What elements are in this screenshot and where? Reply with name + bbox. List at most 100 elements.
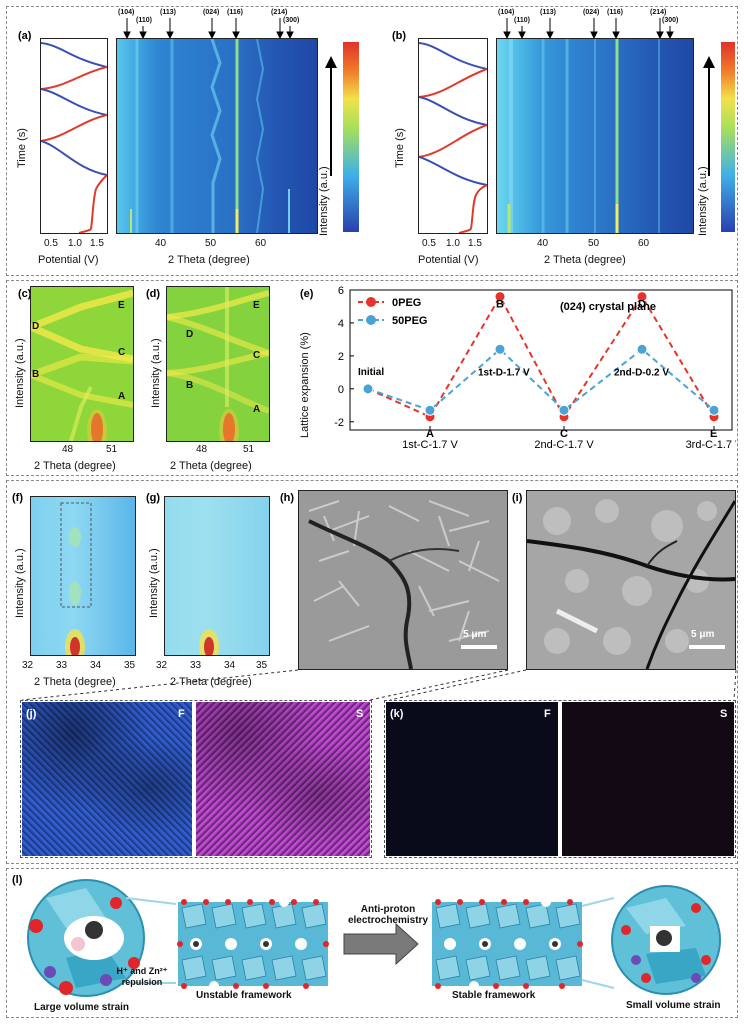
xrd-zoom-f [30,496,136,665]
eds-map-j-f [22,702,192,856]
x-tick-label: 2nd-C-1.7 V [534,439,594,451]
eds-frame-j [20,700,372,858]
xrd-zoom-g [164,496,270,665]
y-tick-label: 0 [338,384,344,396]
eds-map-j-s-shade [196,702,370,856]
peak-a-110: (110) [136,17,152,24]
twotheta-tick-f-35: 35 [124,660,136,671]
eds-map-j-f-shade [22,702,192,856]
twotheta-tick-f-32: 32 [22,660,34,671]
time-label-b: Time (s) [394,128,406,168]
eds-label-k-f: F [544,708,551,720]
scale-bar-i: 5 μm [691,629,715,640]
peak-a-113: (113) [160,9,176,16]
xrd-heatmap-a [116,38,318,234]
y-tick-label: 6 [338,285,344,297]
marker-c-C: C [118,347,126,358]
peak-a-024: (024) [203,9,220,16]
large-strain-circle [27,879,145,997]
sem-texture-h [299,491,507,669]
xrd-zoom-c [29,286,134,453]
peak-b-300: (300) [662,17,679,24]
peak-b-104: (104) [498,9,515,16]
panel-label-k: (k) [390,708,404,720]
small-strain-circle [611,885,721,995]
x-tick-label: 1st-C-1.7 V [402,439,458,451]
panel-label-e: (e) [300,288,314,300]
potential-curves-a [40,42,108,234]
colorbar-b [721,42,735,232]
legend-marker [366,315,376,325]
marker-c-D: D [32,321,40,332]
series-line-50PEG [367,347,715,412]
peak-b-113: (113) [540,9,556,16]
data-point [494,343,506,355]
peak-b-024: (024) [583,9,600,16]
twotheta-tick-d-48: 48 [196,444,208,455]
eds-map-j-s [196,702,370,856]
scheme-small-label: Small volume strain [626,1000,721,1011]
xrd-heatmap-lines-a [130,38,290,234]
potential-tick-b-2: 1.0 [446,238,460,249]
annotation-1st-d: 1st-D-1.7 V [478,367,530,378]
point-label-D: D [638,298,646,310]
peak-a-214: (214) [271,9,288,16]
stable-framework [432,897,583,991]
twotheta-tick-b-60: 60 [638,238,650,249]
marker-d-B: B [186,380,194,391]
panel-label-l: (l) [12,874,23,886]
data-point [636,291,648,303]
twotheta-tick-f-34: 34 [90,660,102,671]
twotheta-label-c: 2 Theta (degree) [34,460,116,472]
peak-a-300: (300) [283,17,300,24]
intensity-label-f: Intensity (a.u.) [14,548,26,618]
y-tick-label: 2 [338,351,344,363]
panel-label-h: (h) [280,492,295,504]
xrd-heatmap-lines-b [507,39,660,233]
sem-texture-i [527,491,735,669]
lattice-expansion-chart: 6 4 2 0 -2 1st-C-1.7 V 2nd-C-1.7 V 3rd-C-1.7 V 0… [334,285,736,451]
point-label-C: C [560,428,568,440]
twotheta-tick-a-40: 40 [155,238,167,249]
intensity-label-c: Intensity (a.u.) [14,338,26,408]
potential-plot-a [40,38,108,234]
panel-fk-frame [6,480,738,864]
twotheta-tick-d-51: 51 [243,444,255,455]
peak-a-116: (116) [227,9,243,16]
eds-label-k-s: S [720,708,728,720]
data-point [636,343,648,355]
sem-image-h: 5 μm [298,490,508,670]
potential-label-b: Potential (V) [418,254,479,266]
scheme-arrow-label: Anti-proton electrochemistry [347,904,429,926]
potential-tick-b-1: 0.5 [422,238,436,249]
peak-b-116: (116) [607,9,623,16]
y-tick-label: -2 [334,417,344,429]
peak-arrows-a [123,18,294,38]
twotheta-tick-g-33: 33 [190,660,202,671]
potential-tick-a-2: 1.0 [68,238,82,249]
point-label-E: E [710,428,717,440]
potential-label-a: Potential (V) [38,254,99,266]
potential-tick-a-3: 1.5 [90,238,104,249]
intensity-label-g: Intensity (a.u.) [148,548,160,618]
twotheta-tick-a-60: 60 [255,238,267,249]
eds-label-j-f: F [178,708,185,720]
panel-label-a: (a) [18,30,32,42]
twotheta-tick-c-51: 51 [106,444,118,455]
panel-label-d: (d) [146,288,161,300]
twotheta-label-a: 2 Theta (degree) [168,254,250,266]
point-label-B: B [496,298,504,310]
unstable-framework [177,897,329,991]
marker-c-B: B [32,369,40,380]
eds-map-k-s [562,702,734,856]
xrd-zoom-g-lines [199,629,219,665]
colorbar-arrow-a [325,56,337,176]
data-point [558,404,570,416]
sem-image-i: 5 μm [526,490,736,670]
data-point [424,404,436,416]
chart-frame [349,289,733,431]
marker-d-A: A [253,404,261,415]
panel-cde-frame [6,280,738,476]
scheme-repulsion-label: H⁺ and Zn²⁺ repulsion [116,966,168,987]
xrd-zoom-d-lines [166,287,271,453]
